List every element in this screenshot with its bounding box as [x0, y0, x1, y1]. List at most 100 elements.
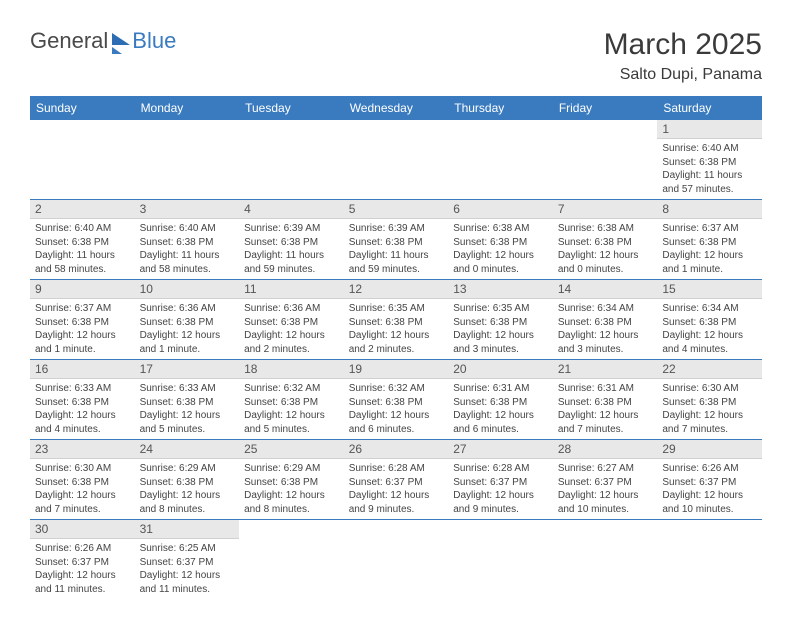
day-detail: Sunrise: 6:38 AMSunset: 6:38 PMDaylight:… — [553, 219, 658, 279]
empty-cell — [239, 120, 344, 200]
daylight-text: Daylight: 12 hours and 0 minutes. — [558, 249, 653, 276]
sunset-text: Sunset: 6:38 PM — [349, 316, 444, 330]
day-detail: Sunrise: 6:34 AMSunset: 6:38 PMDaylight:… — [657, 299, 762, 359]
sunset-text: Sunset: 6:38 PM — [662, 236, 757, 250]
sunset-text: Sunset: 6:38 PM — [244, 236, 339, 250]
weekday-header-row: SundayMondayTuesdayWednesdayThursdayFrid… — [30, 96, 762, 120]
day-detail: Sunrise: 6:32 AMSunset: 6:38 PMDaylight:… — [239, 379, 344, 439]
sunrise-text: Sunrise: 6:40 AM — [35, 222, 130, 236]
sunrise-text: Sunrise: 6:36 AM — [140, 302, 235, 316]
day-detail: Sunrise: 6:39 AMSunset: 6:38 PMDaylight:… — [344, 219, 449, 279]
calendar-table: SundayMondayTuesdayWednesdayThursdayFrid… — [30, 96, 762, 599]
title-block: March 2025 Salto Dupi, Panama — [604, 28, 762, 84]
calendar-row: 30Sunrise: 6:26 AMSunset: 6:37 PMDayligh… — [30, 520, 762, 600]
empty-cell — [448, 120, 553, 200]
sunset-text: Sunset: 6:38 PM — [558, 316, 653, 330]
day-cell: 7Sunrise: 6:38 AMSunset: 6:38 PMDaylight… — [553, 200, 658, 280]
day-detail: Sunrise: 6:39 AMSunset: 6:38 PMDaylight:… — [239, 219, 344, 279]
sunrise-text: Sunrise: 6:33 AM — [140, 382, 235, 396]
day-number: 15 — [657, 280, 762, 299]
day-detail: Sunrise: 6:37 AMSunset: 6:38 PMDaylight:… — [30, 299, 135, 359]
daylight-text: Daylight: 12 hours and 3 minutes. — [558, 329, 653, 356]
sunrise-text: Sunrise: 6:35 AM — [349, 302, 444, 316]
day-number: 1 — [657, 120, 762, 139]
day-detail: Sunrise: 6:26 AMSunset: 6:37 PMDaylight:… — [657, 459, 762, 519]
sunset-text: Sunset: 6:38 PM — [35, 236, 130, 250]
calendar-row: 23Sunrise: 6:30 AMSunset: 6:38 PMDayligh… — [30, 440, 762, 520]
day-cell: 3Sunrise: 6:40 AMSunset: 6:38 PMDaylight… — [135, 200, 240, 280]
day-detail: Sunrise: 6:29 AMSunset: 6:38 PMDaylight:… — [135, 459, 240, 519]
day-cell: 2Sunrise: 6:40 AMSunset: 6:38 PMDaylight… — [30, 200, 135, 280]
day-number: 13 — [448, 280, 553, 299]
sunrise-text: Sunrise: 6:35 AM — [453, 302, 548, 316]
day-number: 3 — [135, 200, 240, 219]
daylight-text: Daylight: 12 hours and 2 minutes. — [349, 329, 444, 356]
day-cell: 20Sunrise: 6:31 AMSunset: 6:38 PMDayligh… — [448, 360, 553, 440]
sunrise-text: Sunrise: 6:31 AM — [453, 382, 548, 396]
daylight-text: Daylight: 12 hours and 9 minutes. — [453, 489, 548, 516]
daylight-text: Daylight: 12 hours and 1 minute. — [662, 249, 757, 276]
sunset-text: Sunset: 6:38 PM — [140, 396, 235, 410]
sunset-text: Sunset: 6:38 PM — [35, 476, 130, 490]
day-detail: Sunrise: 6:38 AMSunset: 6:38 PMDaylight:… — [448, 219, 553, 279]
sunrise-text: Sunrise: 6:29 AM — [244, 462, 339, 476]
day-cell: 18Sunrise: 6:32 AMSunset: 6:38 PMDayligh… — [239, 360, 344, 440]
empty-cell — [448, 520, 553, 600]
day-number: 29 — [657, 440, 762, 459]
daylight-text: Daylight: 11 hours and 59 minutes. — [349, 249, 444, 276]
sunset-text: Sunset: 6:38 PM — [140, 316, 235, 330]
day-cell: 30Sunrise: 6:26 AMSunset: 6:37 PMDayligh… — [30, 520, 135, 600]
weekday-header: Thursday — [448, 96, 553, 120]
sunset-text: Sunset: 6:38 PM — [453, 236, 548, 250]
sunset-text: Sunset: 6:37 PM — [453, 476, 548, 490]
day-detail: Sunrise: 6:27 AMSunset: 6:37 PMDaylight:… — [553, 459, 658, 519]
daylight-text: Daylight: 12 hours and 9 minutes. — [349, 489, 444, 516]
day-cell: 28Sunrise: 6:27 AMSunset: 6:37 PMDayligh… — [553, 440, 658, 520]
logo-text-2: Blue — [132, 28, 176, 54]
daylight-text: Daylight: 12 hours and 11 minutes. — [140, 569, 235, 596]
day-detail: Sunrise: 6:36 AMSunset: 6:38 PMDaylight:… — [239, 299, 344, 359]
sunset-text: Sunset: 6:38 PM — [558, 396, 653, 410]
day-number: 7 — [553, 200, 658, 219]
day-cell: 24Sunrise: 6:29 AMSunset: 6:38 PMDayligh… — [135, 440, 240, 520]
empty-cell — [30, 120, 135, 200]
day-detail: Sunrise: 6:26 AMSunset: 6:37 PMDaylight:… — [30, 539, 135, 599]
day-number: 6 — [448, 200, 553, 219]
daylight-text: Daylight: 12 hours and 4 minutes. — [35, 409, 130, 436]
daylight-text: Daylight: 11 hours and 59 minutes. — [244, 249, 339, 276]
day-cell: 21Sunrise: 6:31 AMSunset: 6:38 PMDayligh… — [553, 360, 658, 440]
empty-cell — [344, 520, 449, 600]
day-detail: Sunrise: 6:28 AMSunset: 6:37 PMDaylight:… — [448, 459, 553, 519]
day-detail: Sunrise: 6:37 AMSunset: 6:38 PMDaylight:… — [657, 219, 762, 279]
sunset-text: Sunset: 6:38 PM — [140, 236, 235, 250]
day-number: 26 — [344, 440, 449, 459]
day-detail: Sunrise: 6:35 AMSunset: 6:38 PMDaylight:… — [344, 299, 449, 359]
day-detail: Sunrise: 6:30 AMSunset: 6:38 PMDaylight:… — [657, 379, 762, 439]
day-detail: Sunrise: 6:33 AMSunset: 6:38 PMDaylight:… — [135, 379, 240, 439]
sunset-text: Sunset: 6:37 PM — [662, 476, 757, 490]
day-cell: 11Sunrise: 6:36 AMSunset: 6:38 PMDayligh… — [239, 280, 344, 360]
sunrise-text: Sunrise: 6:30 AM — [662, 382, 757, 396]
day-detail: Sunrise: 6:35 AMSunset: 6:38 PMDaylight:… — [448, 299, 553, 359]
sunrise-text: Sunrise: 6:40 AM — [662, 142, 757, 156]
day-detail: Sunrise: 6:31 AMSunset: 6:38 PMDaylight:… — [448, 379, 553, 439]
sunrise-text: Sunrise: 6:26 AM — [662, 462, 757, 476]
sunset-text: Sunset: 6:38 PM — [662, 316, 757, 330]
daylight-text: Daylight: 12 hours and 10 minutes. — [662, 489, 757, 516]
sunset-text: Sunset: 6:38 PM — [349, 396, 444, 410]
sunrise-text: Sunrise: 6:25 AM — [140, 542, 235, 556]
day-number: 11 — [239, 280, 344, 299]
day-cell: 10Sunrise: 6:36 AMSunset: 6:38 PMDayligh… — [135, 280, 240, 360]
sunrise-text: Sunrise: 6:34 AM — [662, 302, 757, 316]
calendar-row: 2Sunrise: 6:40 AMSunset: 6:38 PMDaylight… — [30, 200, 762, 280]
sunset-text: Sunset: 6:37 PM — [35, 556, 130, 570]
daylight-text: Daylight: 12 hours and 8 minutes. — [140, 489, 235, 516]
weekday-header: Tuesday — [239, 96, 344, 120]
daylight-text: Daylight: 11 hours and 58 minutes. — [35, 249, 130, 276]
sunrise-text: Sunrise: 6:30 AM — [35, 462, 130, 476]
page-title: March 2025 — [604, 28, 762, 62]
sunset-text: Sunset: 6:38 PM — [558, 236, 653, 250]
weekday-header: Monday — [135, 96, 240, 120]
day-cell: 16Sunrise: 6:33 AMSunset: 6:38 PMDayligh… — [30, 360, 135, 440]
day-detail: Sunrise: 6:40 AMSunset: 6:38 PMDaylight:… — [657, 139, 762, 199]
